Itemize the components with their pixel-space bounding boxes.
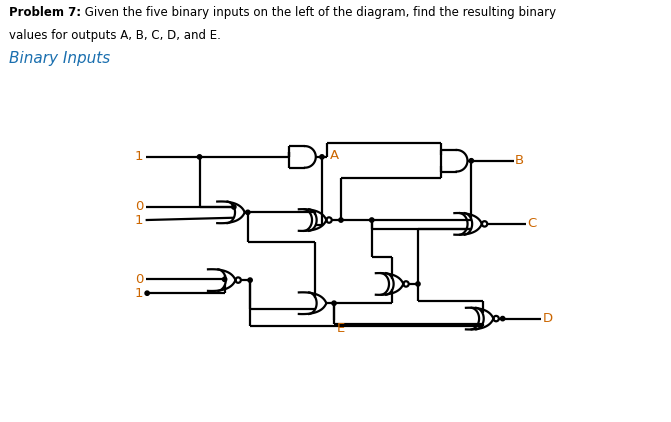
Text: Binary Inputs: Binary Inputs — [9, 51, 110, 67]
Circle shape — [501, 316, 505, 321]
Text: A: A — [329, 149, 339, 162]
Text: values for outputs A, B, C, D, and E.: values for outputs A, B, C, D, and E. — [9, 29, 221, 42]
Text: Problem 7:: Problem 7: — [9, 6, 81, 19]
Circle shape — [332, 301, 336, 306]
Text: B: B — [515, 154, 524, 167]
Circle shape — [145, 291, 150, 295]
Text: 0: 0 — [135, 200, 144, 214]
Text: 1: 1 — [135, 150, 144, 163]
Circle shape — [416, 282, 420, 286]
Circle shape — [246, 210, 250, 214]
Text: Given the five binary inputs on the left of the diagram, find the resulting bina: Given the five binary inputs on the left… — [81, 6, 556, 19]
Text: 0: 0 — [135, 273, 144, 286]
Circle shape — [320, 155, 324, 159]
Text: C: C — [527, 217, 537, 230]
Text: 1: 1 — [135, 214, 144, 227]
Circle shape — [339, 218, 343, 222]
Text: D: D — [543, 312, 553, 325]
Circle shape — [248, 278, 252, 282]
Circle shape — [197, 155, 202, 159]
Text: 1: 1 — [135, 287, 144, 300]
Text: E: E — [336, 322, 345, 335]
Circle shape — [231, 205, 236, 209]
Circle shape — [469, 159, 474, 163]
Circle shape — [223, 277, 227, 281]
Circle shape — [370, 218, 374, 222]
